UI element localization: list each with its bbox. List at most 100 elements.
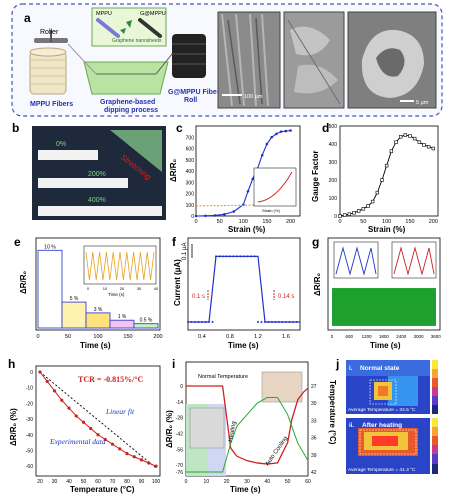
f-xtick-label: 1.6	[282, 334, 290, 340]
h-data-point	[45, 379, 49, 384]
d-data-point	[370, 199, 375, 204]
d-data-point	[361, 207, 366, 211]
f-data-point	[194, 321, 196, 323]
c-data-point	[251, 177, 255, 181]
f-xtick-label: 0.8	[226, 334, 234, 340]
panel-e-label: e	[14, 235, 21, 249]
fall-label: 0.14 s	[278, 294, 294, 300]
d-data-point	[389, 149, 394, 153]
scale-label-2: 5 µm	[416, 100, 429, 106]
f-data-point	[250, 255, 252, 258]
sem-image-2	[283, 11, 345, 109]
roll-label-1: G@MPPU Fiber	[168, 89, 220, 96]
heating-label: Heating	[228, 421, 238, 442]
f-data-point	[190, 321, 193, 323]
process-label-1: Graphene-based	[100, 99, 155, 106]
c-data-point	[284, 129, 288, 133]
h-data-point	[132, 455, 136, 459]
d-data-point	[422, 143, 426, 147]
f-data-point	[246, 255, 249, 258]
panel-c-xlabel: Strain (%)	[228, 225, 266, 234]
g-xtick-label: 2400	[396, 334, 407, 339]
e-xtick-label: 100	[93, 334, 102, 340]
panel-f-series	[187, 255, 300, 323]
e-bar-label: 3 %	[94, 307, 103, 313]
c-ytick-label: 300	[186, 180, 195, 186]
i-xtick-label: 10	[204, 479, 210, 485]
f-data-point	[229, 255, 231, 258]
panel-h-linear-fit	[39, 371, 157, 469]
c-data-point	[204, 214, 207, 218]
c-xtick-label: 0	[194, 219, 197, 225]
c-xtick-label: 150	[262, 219, 271, 225]
h-data-point	[67, 406, 71, 410]
panel-e-ylabel: ΔR/R₀	[19, 270, 28, 294]
stretch-arrow-icon	[110, 130, 162, 172]
c-data-point	[275, 132, 278, 136]
c-data-point	[265, 142, 269, 146]
h-data-point	[147, 461, 151, 465]
mppu-tag: MPPU	[96, 11, 112, 17]
c-ytick-label: 200	[186, 192, 195, 198]
panel-h: h 0 -10 -20 -30 -40 -50 -60 20 30 40 50 60 70 80 90 10…	[8, 357, 161, 494]
panel-g-xticks: 0 600 1200 1800 2400 3000 3600	[331, 334, 442, 339]
panel-g-ylabel: ΔR/R₀	[313, 272, 322, 296]
scale-label-1: 100 µm	[244, 94, 263, 100]
panel-c: c 0 100 200 300 400 500 600 700 0 50 100 150 200 St…	[169, 121, 301, 234]
ruler-0	[38, 150, 98, 160]
panel-d-xlabel: Strain (%)	[368, 225, 406, 234]
c-ytick-label: 100	[186, 203, 195, 209]
g-xtick-label: 0	[331, 334, 334, 339]
panel-c-label: c	[176, 121, 183, 135]
panel-i: i 0 -14 -28 -42 -56 -70-76 27 30 33 36 39 42 0 10 20…	[165, 357, 337, 494]
h-data-point	[74, 414, 78, 418]
f-data-point	[197, 321, 200, 323]
d-data-point	[398, 135, 403, 139]
e-inset-xtick-label: 20	[120, 286, 125, 291]
panel-i-ylabel-left: ΔR/R₀ (%)	[165, 410, 174, 448]
panel-e: e 10 % 5 % 3 % 1 % 0.5 % 0 50 100 150 200 0 10 20 3…	[14, 235, 163, 350]
panel-g-inset-left	[333, 241, 379, 279]
d-data-point	[394, 140, 398, 144]
panel-e-inset-xlabel: Time (s)	[108, 292, 125, 297]
panel-c-yticks: 0 100 200 300 400 500 600 700	[186, 135, 195, 220]
f-xtick-label: 1.2	[254, 334, 262, 340]
c-ytick-label: 500	[186, 158, 195, 164]
panel-g-label: g	[312, 235, 319, 249]
h-data-point	[110, 442, 115, 446]
f-data-point	[264, 321, 266, 323]
panel-i-yticks-left: 0 -14 -28 -42 -56 -70-76	[176, 384, 183, 476]
tcr-label: TCR = -0.815%/°C	[78, 375, 144, 384]
h-xtick-label: 50	[81, 479, 87, 485]
i-resistance-line	[186, 385, 309, 465]
thermal-title-normal: Normal state	[360, 365, 400, 372]
e-inset-xtick-label: 0	[87, 286, 90, 291]
f-series-line	[188, 255, 300, 323]
e-bar	[61, 301, 87, 329]
h-ytick-label: -60	[26, 464, 33, 470]
panel-c-axes	[195, 125, 301, 217]
panel-e-inset-xticks: 0 10 20 30 40	[87, 286, 159, 291]
e-inset-xtick-label: 30	[137, 286, 142, 291]
c-data-point	[194, 214, 198, 218]
i-ytick-right-label: 33	[311, 418, 317, 424]
d-data-point	[342, 213, 347, 217]
thermal-colorbar-top	[432, 360, 438, 414]
h-data-point	[52, 389, 57, 393]
c-ytick-label: 400	[186, 169, 195, 175]
h-data-point	[154, 464, 158, 468]
pct-200: 200%	[88, 171, 106, 178]
d-xtick-label: 150	[405, 219, 414, 225]
nanosheet-inset	[91, 7, 167, 47]
i-ytick-right-label: 27	[311, 384, 317, 390]
panel-j: j i. Normal state Average Temperature = …	[335, 357, 438, 474]
e-inset-xtick-label: 40	[154, 286, 159, 291]
c-ytick-label: 700	[186, 135, 195, 141]
panel-h-axes	[35, 365, 161, 477]
c-data-point	[223, 213, 226, 216]
e-xtick-label: 150	[123, 334, 132, 340]
h-xtick-label: 20	[37, 479, 43, 485]
d-data-point	[347, 212, 352, 216]
h-data-point	[38, 370, 42, 374]
i-ytick-right-label: 30	[311, 401, 317, 407]
